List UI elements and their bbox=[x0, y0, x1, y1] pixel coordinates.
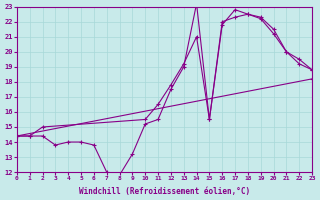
X-axis label: Windchill (Refroidissement éolien,°C): Windchill (Refroidissement éolien,°C) bbox=[79, 187, 250, 196]
